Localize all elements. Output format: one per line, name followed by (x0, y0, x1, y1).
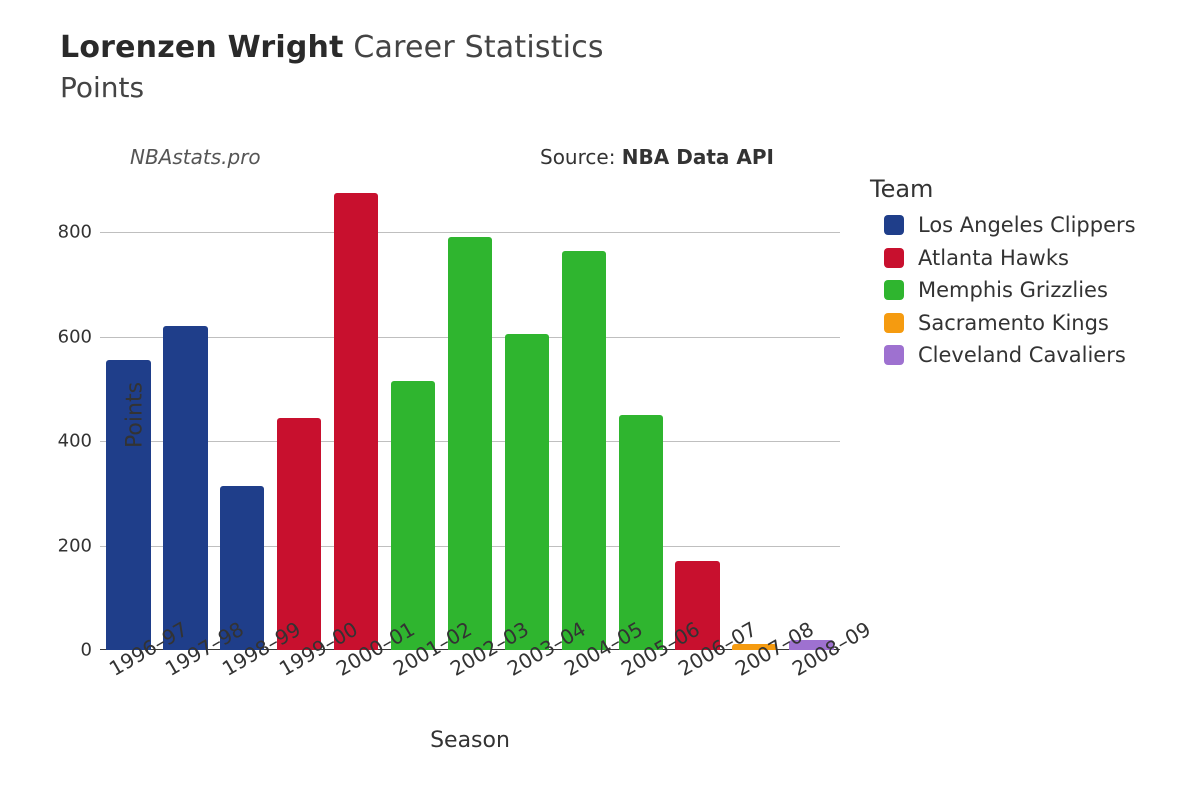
page-root: Lorenzen Wright Career Statistics Points… (0, 0, 1200, 800)
x-axis-title: Season (430, 728, 510, 753)
bar (619, 415, 663, 650)
bar (562, 251, 606, 651)
legend-item: Los Angeles Clippers (870, 209, 1136, 242)
legend-item: Cleveland Cavaliers (870, 339, 1136, 372)
chart-subtitle: Points (60, 71, 604, 104)
title-block: Lorenzen Wright Career Statistics Points (60, 30, 604, 104)
legend-swatch (884, 215, 904, 235)
bar (277, 418, 321, 650)
watermark-text: NBAstats.pro (130, 145, 261, 169)
legend-label: Memphis Grizzlies (918, 274, 1108, 307)
bar-chart: Points Season 02004006008001996–971997–9… (100, 180, 840, 650)
chart-title: Lorenzen Wright Career Statistics (60, 30, 604, 65)
y-tick-label: 200 (52, 535, 92, 556)
source-prefix: Source: (540, 145, 622, 169)
plot-area (100, 180, 840, 650)
legend-items: Los Angeles ClippersAtlanta HawksMemphis… (870, 209, 1136, 372)
bar (391, 381, 435, 650)
legend-title: Team (870, 175, 1136, 203)
bar (334, 193, 378, 650)
legend-item: Sacramento Kings (870, 307, 1136, 340)
gridline (100, 232, 840, 233)
legend-label: Sacramento Kings (918, 307, 1109, 340)
y-tick-label: 600 (52, 326, 92, 347)
bar (505, 334, 549, 650)
legend-label: Atlanta Hawks (918, 242, 1069, 275)
title-bold: Lorenzen Wright (60, 30, 344, 65)
legend-swatch (884, 280, 904, 300)
source-name: NBA Data API (622, 145, 774, 169)
legend-label: Cleveland Cavaliers (918, 339, 1126, 372)
y-tick-label: 0 (52, 640, 92, 661)
y-tick-label: 800 (52, 222, 92, 243)
bar (448, 237, 492, 650)
legend-swatch (884, 248, 904, 268)
legend-item: Memphis Grizzlies (870, 274, 1136, 307)
bar (163, 326, 207, 650)
y-axis-title: Points (123, 382, 148, 448)
legend-item: Atlanta Hawks (870, 242, 1136, 275)
legend: Team Los Angeles ClippersAtlanta HawksMe… (870, 175, 1136, 372)
legend-label: Los Angeles Clippers (918, 209, 1136, 242)
source-text: Source: NBA Data API (540, 145, 774, 169)
title-light: Career Statistics (353, 30, 603, 65)
legend-swatch (884, 313, 904, 333)
y-tick-label: 400 (52, 431, 92, 452)
legend-swatch (884, 345, 904, 365)
